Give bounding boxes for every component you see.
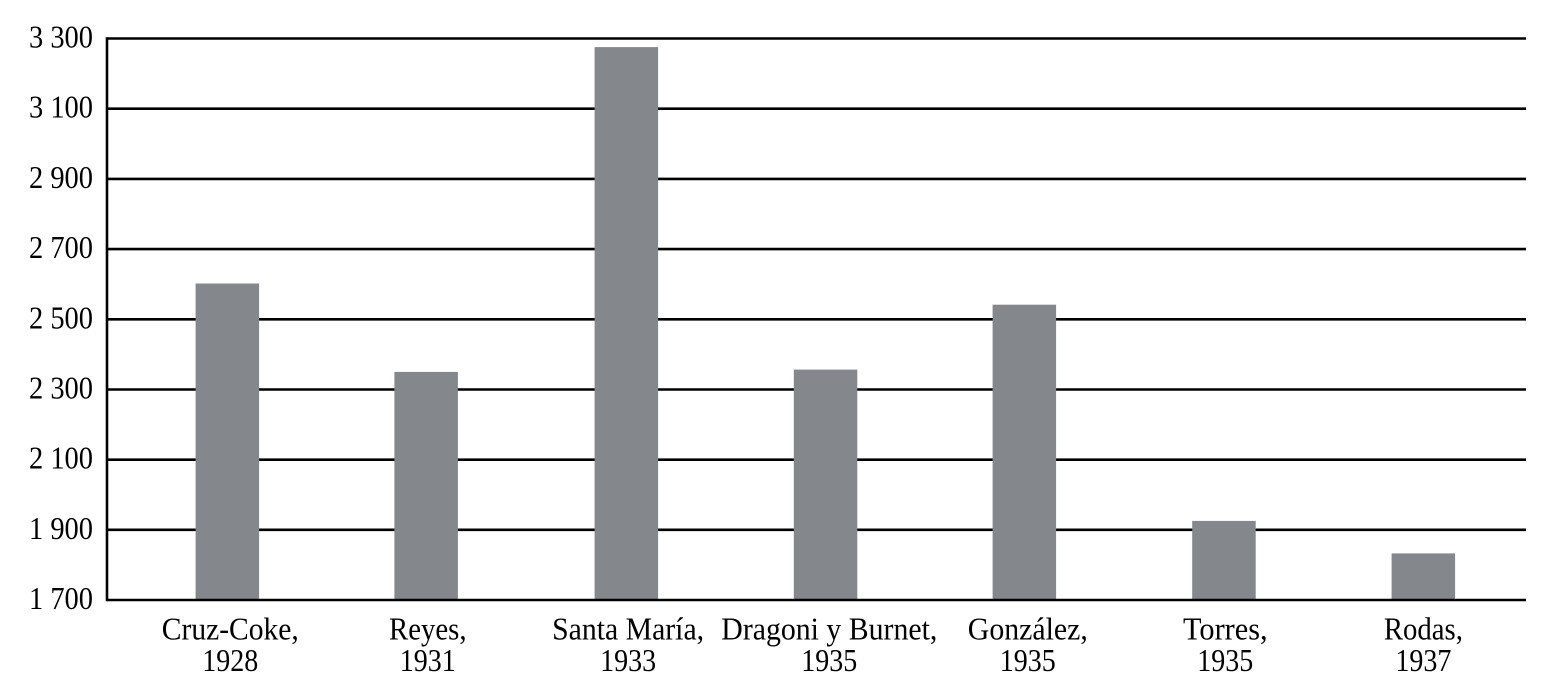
svg-text:Santa María,: Santa María, — [552, 611, 704, 647]
svg-text:González,: González, — [968, 611, 1088, 647]
svg-text:2 300: 2 300 — [29, 370, 93, 406]
svg-text:2 100: 2 100 — [29, 440, 93, 476]
svg-text:3 100: 3 100 — [29, 89, 93, 125]
svg-text:1 900: 1 900 — [29, 510, 93, 546]
svg-text:1937: 1937 — [1395, 642, 1451, 678]
svg-text:Torres,: Torres, — [1183, 611, 1268, 647]
svg-text:2 700: 2 700 — [29, 229, 93, 265]
svg-text:Cruz-Coke,: Cruz-Coke, — [162, 611, 299, 647]
svg-text:1935: 1935 — [1000, 642, 1056, 678]
svg-text:Dragoni y Burnet,: Dragoni y Burnet, — [721, 611, 937, 647]
svg-text:1 700: 1 700 — [29, 580, 93, 616]
svg-text:1935: 1935 — [801, 642, 857, 678]
svg-text:1935: 1935 — [1197, 642, 1253, 678]
svg-text:1931: 1931 — [400, 642, 456, 678]
svg-text:1928: 1928 — [202, 642, 258, 678]
svg-text:2 500: 2 500 — [29, 299, 93, 335]
svg-text:Rodas,: Rodas, — [1384, 611, 1463, 647]
svg-text:3 300: 3 300 — [29, 19, 93, 55]
svg-text:Reyes,: Reyes, — [389, 611, 467, 647]
svg-text:1933: 1933 — [600, 642, 656, 678]
svg-text:2 900: 2 900 — [29, 159, 93, 195]
